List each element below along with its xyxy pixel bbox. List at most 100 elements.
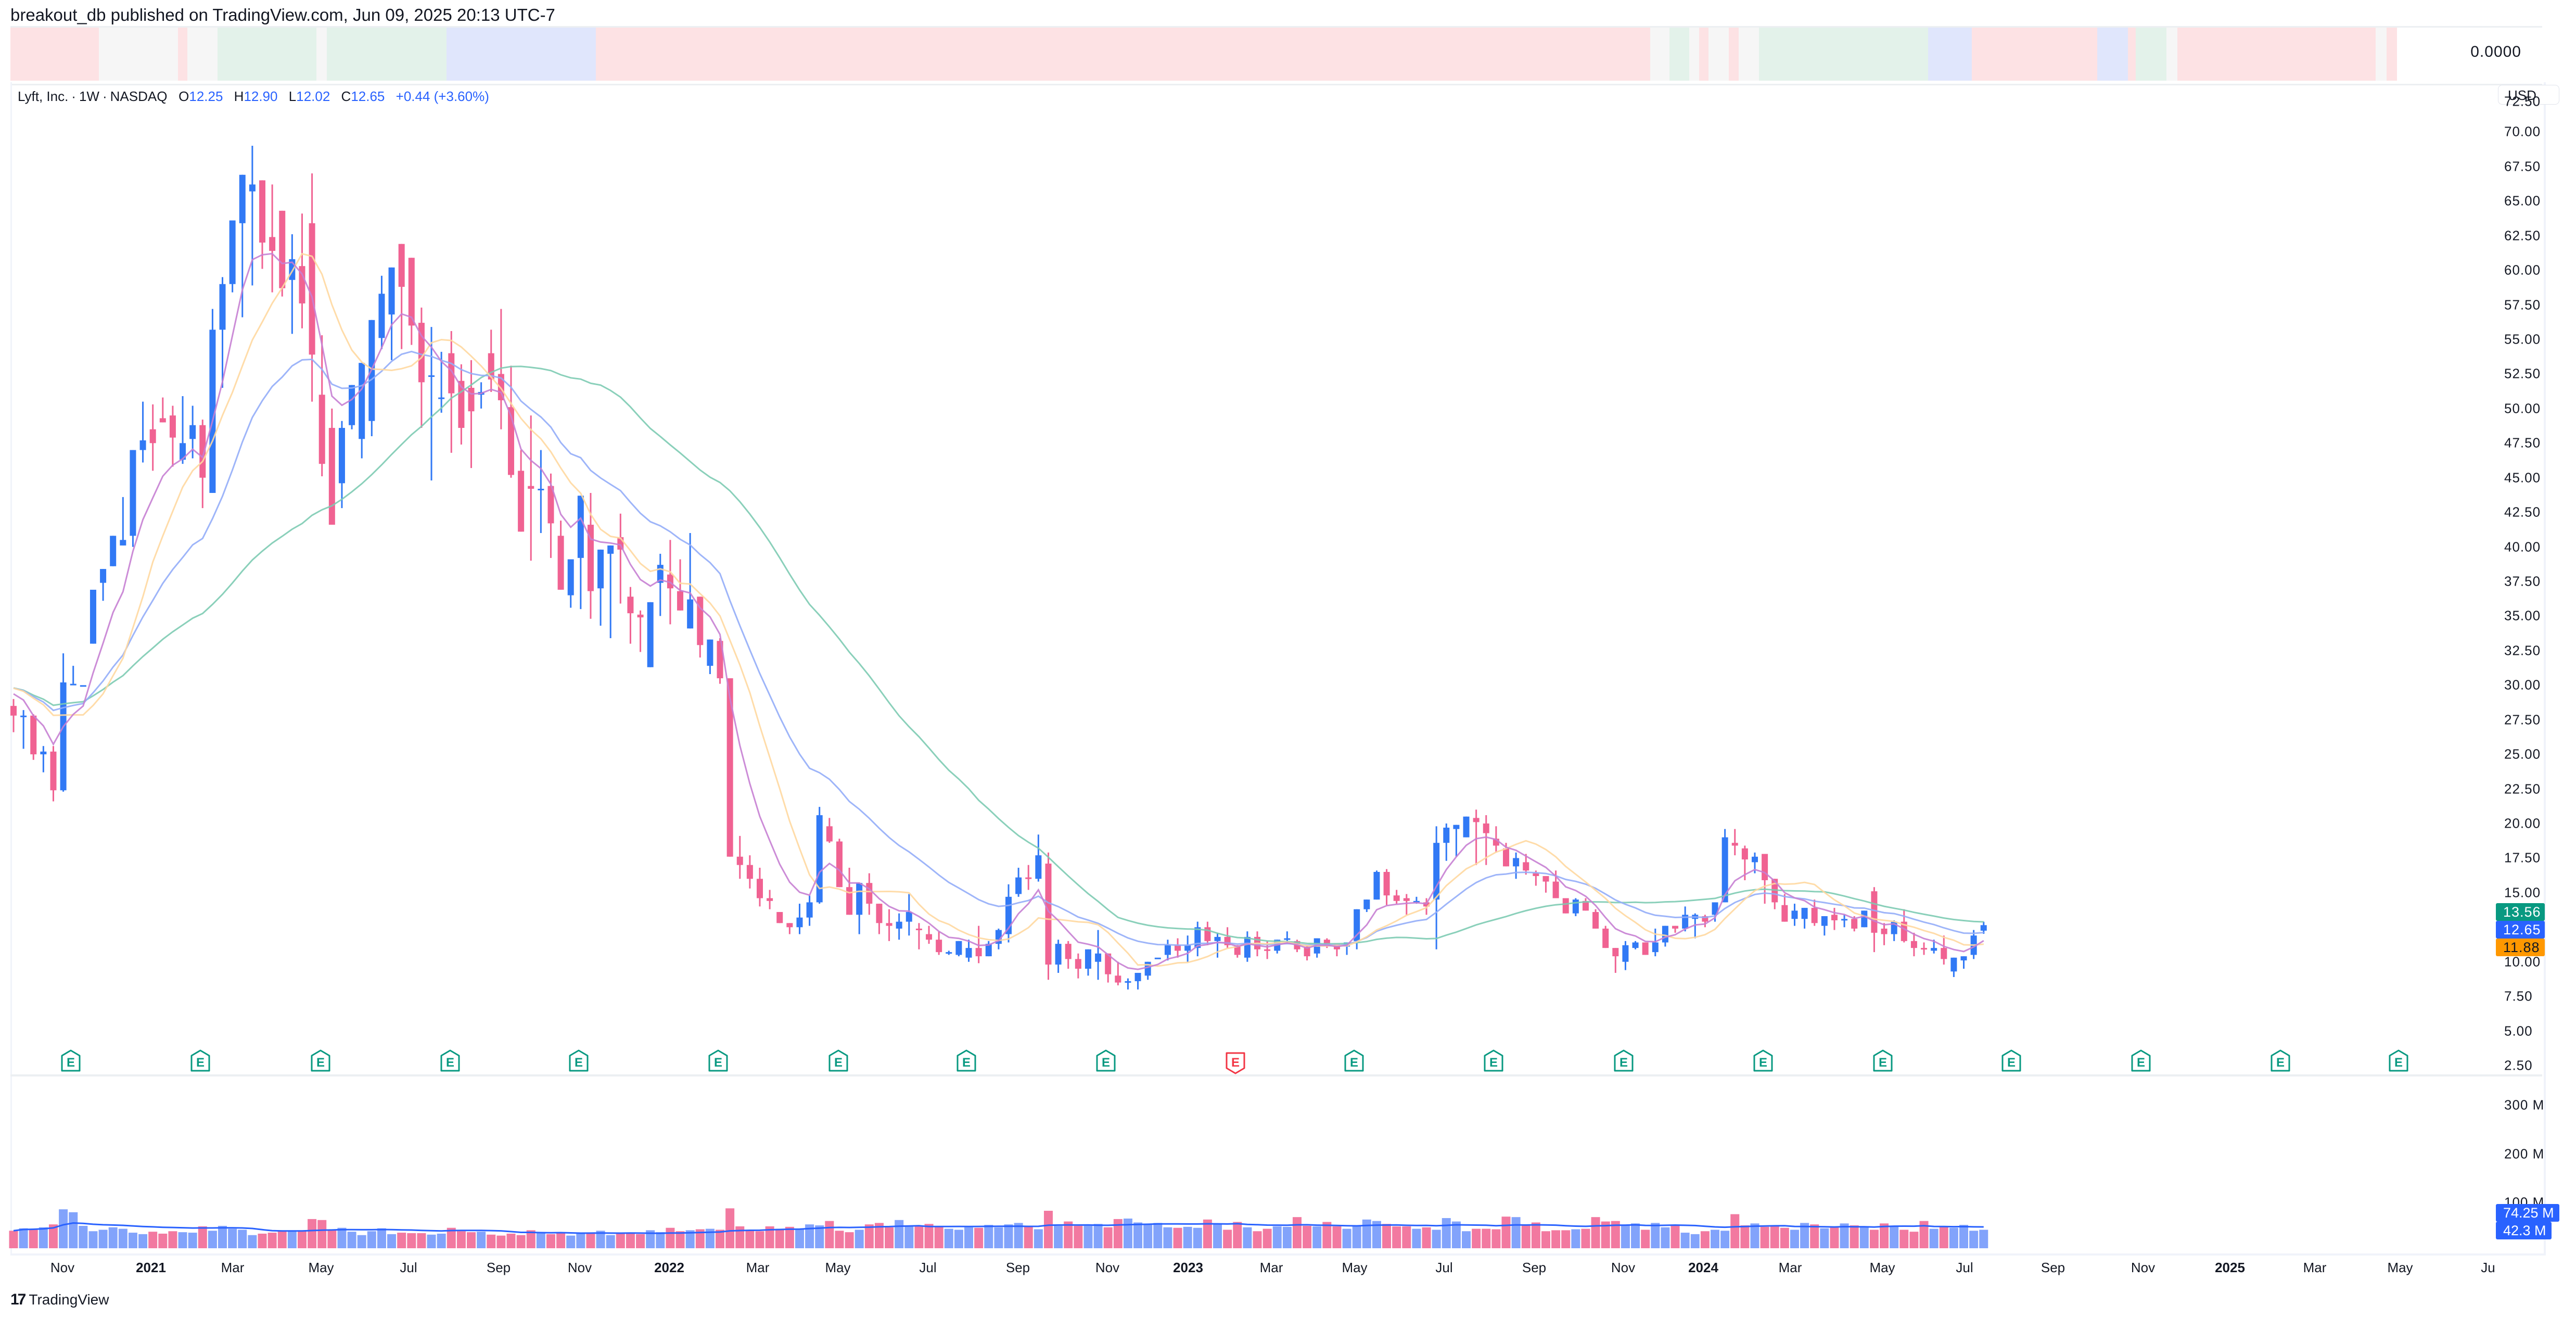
band-segment	[2136, 28, 2166, 81]
price-axis-tick: 10.00	[2504, 954, 2541, 970]
price-axis-tick: 50.00	[2504, 400, 2541, 416]
indicator-band-value: 0.0000	[2470, 43, 2521, 60]
published-info: breakout_db published on TradingView.com…	[10, 5, 555, 24]
time-axis-label: Mar	[746, 1260, 770, 1275]
band-segment	[1972, 28, 2097, 81]
price-axis-tick: 7.50	[2504, 988, 2533, 1004]
time-axis-label: Mar	[1778, 1260, 1802, 1275]
time-axis-label: 2022	[654, 1260, 684, 1275]
time-axis-label: May	[825, 1260, 851, 1275]
price-axis-tick: 37.50	[2504, 573, 2541, 589]
legend-symbol[interactable]: Lyft, Inc.	[18, 88, 69, 104]
band-segment	[2387, 28, 2397, 81]
legend-high-label: H	[234, 88, 244, 104]
indicator-band-chart	[10, 28, 2397, 81]
time-axis-label: Nov	[567, 1260, 592, 1275]
band-segment	[2097, 28, 2128, 81]
band-segment	[178, 28, 187, 81]
volume-tag: 74.25 M	[2496, 1204, 2559, 1222]
legend-separator: ·	[102, 88, 107, 104]
legend-close-label: C	[341, 88, 351, 104]
time-axis-label: Sep	[2041, 1260, 2065, 1275]
band-segment	[99, 28, 178, 81]
indicator-band-pane: 0.0000	[10, 26, 2542, 85]
price-axis-tick: 70.00	[2504, 123, 2541, 140]
time-axis-label: Nov	[2131, 1260, 2156, 1275]
time-axis-label: Mar	[221, 1260, 245, 1275]
price-axis-tick: 45.00	[2504, 470, 2541, 486]
price-axis-tick: 67.50	[2504, 158, 2541, 174]
time-axis-label: Jul	[919, 1260, 937, 1275]
price-tag: 13.56	[2496, 903, 2545, 921]
band-segment	[1689, 28, 1699, 81]
price-axis-tick: 2.50	[2504, 1057, 2533, 1073]
price-axis-tick: 55.00	[2504, 331, 2541, 347]
price-axis-tick: 15.00	[2504, 884, 2541, 901]
time-axis-label: Ju	[2481, 1260, 2495, 1275]
legend-exchange: NASDAQ	[110, 88, 168, 104]
tradingview-logo[interactable]: 17 TradingView	[10, 1291, 109, 1309]
price-axis-tick: 17.50	[2504, 850, 2541, 866]
time-axis-label: 2024	[1688, 1260, 1718, 1275]
band-segment	[218, 28, 316, 81]
band-segment	[1699, 28, 1708, 81]
band-segment	[1759, 28, 1928, 81]
legend-interval[interactable]: 1W	[79, 88, 99, 104]
band-segment	[1708, 28, 1729, 81]
volume-axis-tick: 300 M	[2504, 1097, 2545, 1113]
time-axis-label: Nov	[1095, 1260, 1120, 1275]
legend-low-value: 12.02	[296, 88, 330, 104]
price-axis-tick: 20.00	[2504, 815, 2541, 831]
band-segment	[187, 28, 218, 81]
price-axis-tick: 57.50	[2504, 297, 2541, 313]
price-axis-tick: 40.00	[2504, 539, 2541, 555]
price-axis-tick: 52.50	[2504, 365, 2541, 382]
time-axis-label: Nov	[50, 1260, 75, 1275]
band-segment	[2128, 28, 2136, 81]
band-segment	[1928, 28, 1972, 81]
time-axis-label: Jul	[1956, 1260, 1973, 1275]
band-segment	[1729, 28, 1739, 81]
time-axis-label: Jul	[400, 1260, 417, 1275]
band-segment	[1739, 28, 1759, 81]
band-segment	[327, 28, 447, 81]
time-axis-label: Mar	[1259, 1260, 1283, 1275]
legend-close-value: 12.65	[351, 88, 385, 104]
band-segment	[596, 28, 1650, 81]
band-segment	[10, 28, 99, 81]
price-tag: 11.88	[2496, 939, 2545, 956]
band-segment	[2376, 28, 2387, 81]
price-axis-tick: 60.00	[2504, 262, 2541, 278]
price-axis-tick: 22.50	[2504, 781, 2541, 797]
legend-low-label: L	[288, 88, 297, 104]
band-segment	[1650, 28, 1669, 81]
currency-button[interactable]: USD	[2498, 85, 2559, 105]
tradingview-logo-icon: 17	[10, 1291, 26, 1308]
legend-change: +0.44 (+3.60%)	[396, 88, 489, 104]
price-axis-tick: 27.50	[2504, 712, 2541, 728]
price-axis-tick: 25.00	[2504, 746, 2541, 762]
time-axis-label: Sep	[486, 1260, 511, 1275]
time-axis-label: 2025	[2215, 1260, 2245, 1275]
price-axis-tick: 62.50	[2504, 227, 2541, 244]
pane-divider[interactable]	[10, 1074, 2542, 1076]
time-axis-label: Mar	[2303, 1260, 2327, 1275]
time-axis-label: May	[308, 1260, 334, 1275]
price-tag: 12.65	[2496, 921, 2545, 939]
volume-tag: 42.3 M	[2496, 1222, 2552, 1239]
price-axis-tick: 65.00	[2504, 193, 2541, 209]
time-axis-label: Sep	[1005, 1260, 1030, 1275]
band-segment	[316, 28, 327, 81]
band-segment	[2166, 28, 2177, 81]
price-axis-tick: 35.00	[2504, 607, 2541, 624]
chart-frame	[10, 82, 2546, 1256]
tradingview-logo-text: TradingView	[29, 1291, 109, 1308]
legend-high-value: 12.90	[244, 88, 278, 104]
time-axis-label: May	[1869, 1260, 1895, 1275]
time-axis-label: Nov	[1611, 1260, 1636, 1275]
price-axis-tick: 30.00	[2504, 677, 2541, 693]
band-segment	[2177, 28, 2376, 81]
price-axis-tick: 42.50	[2504, 504, 2541, 520]
time-axis-label: Jul	[1435, 1260, 1453, 1275]
time-axis-label: May	[1342, 1260, 1368, 1275]
